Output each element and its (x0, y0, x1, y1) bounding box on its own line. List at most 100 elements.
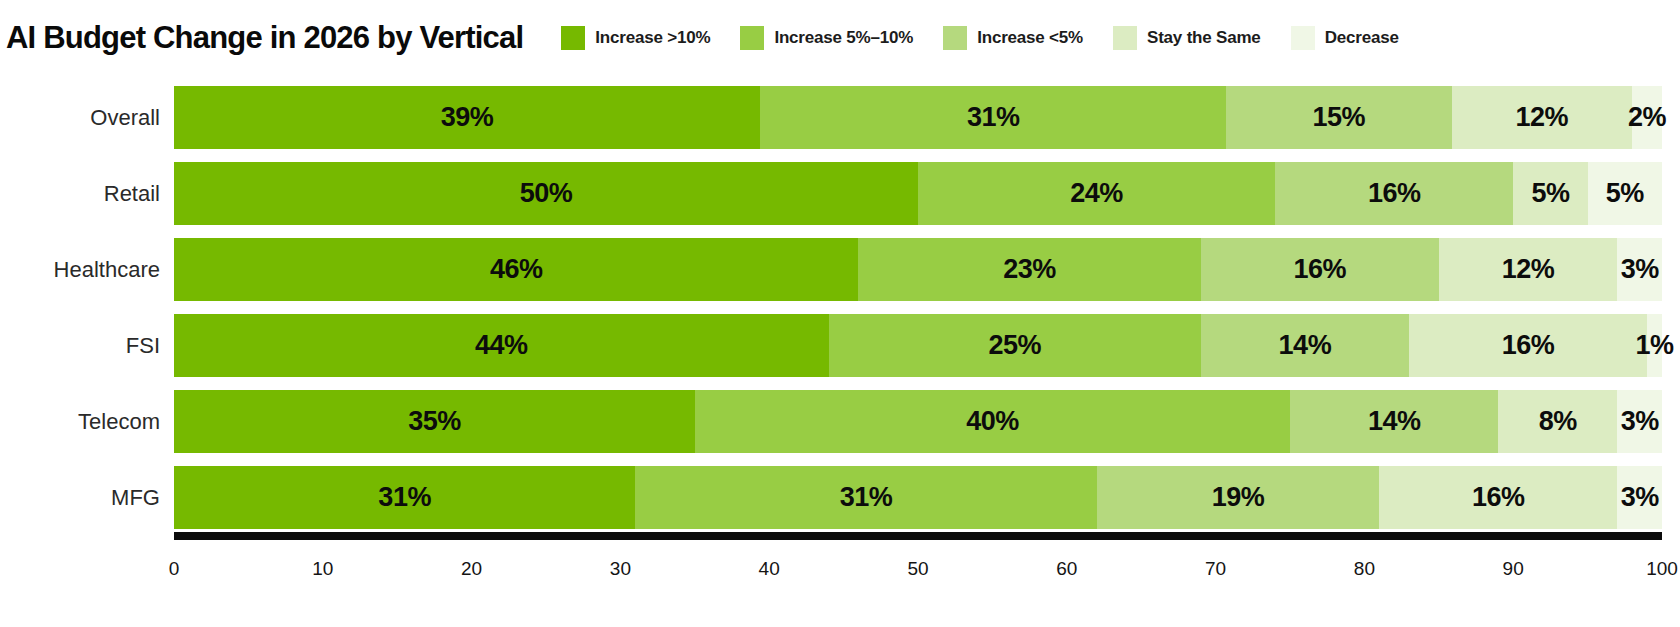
chart-title: AI Budget Change in 2026 by Vertical (6, 20, 523, 56)
segment-value-label: 31% (378, 482, 431, 513)
legend-label: Increase 5%–10% (774, 28, 913, 48)
bar-segment: 12% (1439, 238, 1618, 301)
stacked-bar: 39% 31% 15% 12% 2% (174, 86, 1662, 149)
stacked-bar-chart: Overall 39% 31% 15% 12% 2% Retail 50% 24% 16% 5% 5%… (0, 86, 1680, 588)
legend-label: Increase >10% (595, 28, 710, 48)
legend-swatch (1291, 26, 1315, 50)
bar-segment: 16% (1409, 314, 1647, 377)
bar-segment: 31% (760, 86, 1226, 149)
bar-segment: 35% (174, 390, 695, 453)
x-axis-tick-label: 50 (907, 558, 928, 580)
bar-segment: 50% (174, 162, 918, 225)
bar-segment: 40% (695, 390, 1290, 453)
bar-segment: 19% (1097, 466, 1380, 529)
bar-segment: 44% (174, 314, 829, 377)
segment-value-label: 31% (967, 102, 1020, 133)
category-label: Retail (0, 162, 160, 225)
segment-value-label: 24% (1070, 178, 1123, 209)
segment-value-label: 40% (966, 406, 1019, 437)
bar-segment: 23% (858, 238, 1200, 301)
x-axis-tick-labels: 0102030405060708090100 (174, 558, 1662, 588)
bar-segment: 12% (1452, 86, 1632, 149)
bar-segment: 16% (1201, 238, 1439, 301)
stacked-bar: 31% 31% 19% 16%3% (174, 466, 1662, 529)
segment-value-label: 3% (1621, 482, 1659, 513)
legend-swatch (740, 26, 764, 50)
segment-value-label: 8% (1539, 406, 1577, 437)
segment-value-label: 31% (840, 482, 893, 513)
segment-value-label: 5% (1531, 178, 1569, 209)
x-axis-tick-label: 80 (1354, 558, 1375, 580)
bar-segment: 14% (1290, 390, 1498, 453)
stacked-bar: 44% 25% 14% 16% 1% (174, 314, 1662, 377)
segment-value-label: 3% (1621, 254, 1659, 285)
legend-item: Increase 5%–10% (740, 26, 913, 50)
category-label: Telecom (0, 390, 160, 453)
segment-value-label: 46% (490, 254, 543, 285)
chart-header: AI Budget Change in 2026 by Vertical Inc… (0, 0, 1680, 56)
bar-row: Telecom35% 40% 14% 8% 3% (0, 390, 1662, 453)
segment-value-label: 14% (1368, 406, 1421, 437)
bar-row: MFG 31% 31% 19% 16%3% (0, 466, 1662, 529)
segment-value-label: 5% (1606, 178, 1644, 209)
legend-item: Increase <5% (943, 26, 1083, 50)
segment-value-label: 19% (1212, 482, 1265, 513)
bar-segment: 31% (174, 466, 635, 529)
legend-item: Increase >10% (561, 26, 710, 50)
segment-value-label: 3% (1621, 406, 1659, 437)
bar-segment: 25% (829, 314, 1201, 377)
category-label: Overall (0, 86, 160, 149)
legend-item: Decrease (1291, 26, 1399, 50)
bar-segment: 5% (1513, 162, 1587, 225)
segment-value-label: 12% (1515, 102, 1568, 133)
x-axis-tick-label: 0 (169, 558, 180, 580)
bar-segment: 24% (918, 162, 1275, 225)
bar-segment: 16% (1275, 162, 1513, 225)
segment-value-label: 44% (475, 330, 528, 361)
bar-segment: 46% (174, 238, 858, 301)
x-axis-line (174, 532, 1662, 540)
segment-value-label: 23% (1003, 254, 1056, 285)
bar-segment: 3% (1617, 466, 1662, 529)
segment-value-label: 2% (1628, 102, 1666, 133)
segment-value-label: 16% (1368, 178, 1421, 209)
x-axis-tick-label: 10 (312, 558, 333, 580)
legend-swatch (943, 26, 967, 50)
legend-item: Stay the Same (1113, 26, 1261, 50)
bar-row: Healthcare 46% 23% 16% 12% 3% (0, 238, 1662, 301)
legend-swatch (1113, 26, 1137, 50)
segment-value-label: 25% (988, 330, 1041, 361)
bar-segment: 15% (1226, 86, 1451, 149)
x-axis-tick-label: 40 (759, 558, 780, 580)
segment-value-label: 1% (1636, 330, 1674, 361)
legend-swatch (561, 26, 585, 50)
bar-row: Retail 50% 24% 16% 5% 5% (0, 162, 1662, 225)
stacked-bar: 35% 40% 14% 8% 3% (174, 390, 1662, 453)
stacked-bar: 46% 23% 16% 12% 3% (174, 238, 1662, 301)
bar-segment: 16% (1379, 466, 1617, 529)
x-axis-tick-label: 70 (1205, 558, 1226, 580)
category-label: Healthcare (0, 238, 160, 301)
x-axis-tick-label: 20 (461, 558, 482, 580)
bar-row: Overall 39% 31% 15% 12% 2% (0, 86, 1662, 149)
bar-segment: 3% (1617, 238, 1662, 301)
bar-segment: 2% (1632, 86, 1662, 149)
bar-segment: 8% (1498, 390, 1617, 453)
x-axis-tick-label: 90 (1503, 558, 1524, 580)
legend-label: Decrease (1325, 28, 1399, 48)
segment-value-label: 39% (441, 102, 494, 133)
bar-segment: 31% (635, 466, 1096, 529)
x-axis-tick-label: 60 (1056, 558, 1077, 580)
category-label: FSI (0, 314, 160, 377)
segment-value-label: 12% (1502, 254, 1555, 285)
segment-value-label: 14% (1279, 330, 1332, 361)
x-axis-tick-label: 30 (610, 558, 631, 580)
segment-value-label: 15% (1313, 102, 1366, 133)
chart-legend: Increase >10% Increase 5%–10% Increase <5%… (561, 26, 1398, 50)
bar-segment: 14% (1201, 314, 1409, 377)
bar-segment: 1% (1647, 314, 1662, 377)
segment-value-label: 50% (520, 178, 573, 209)
segment-value-label: 16% (1502, 330, 1555, 361)
category-label: MFG (0, 466, 160, 529)
x-axis-tick-label: 100 (1646, 558, 1678, 580)
